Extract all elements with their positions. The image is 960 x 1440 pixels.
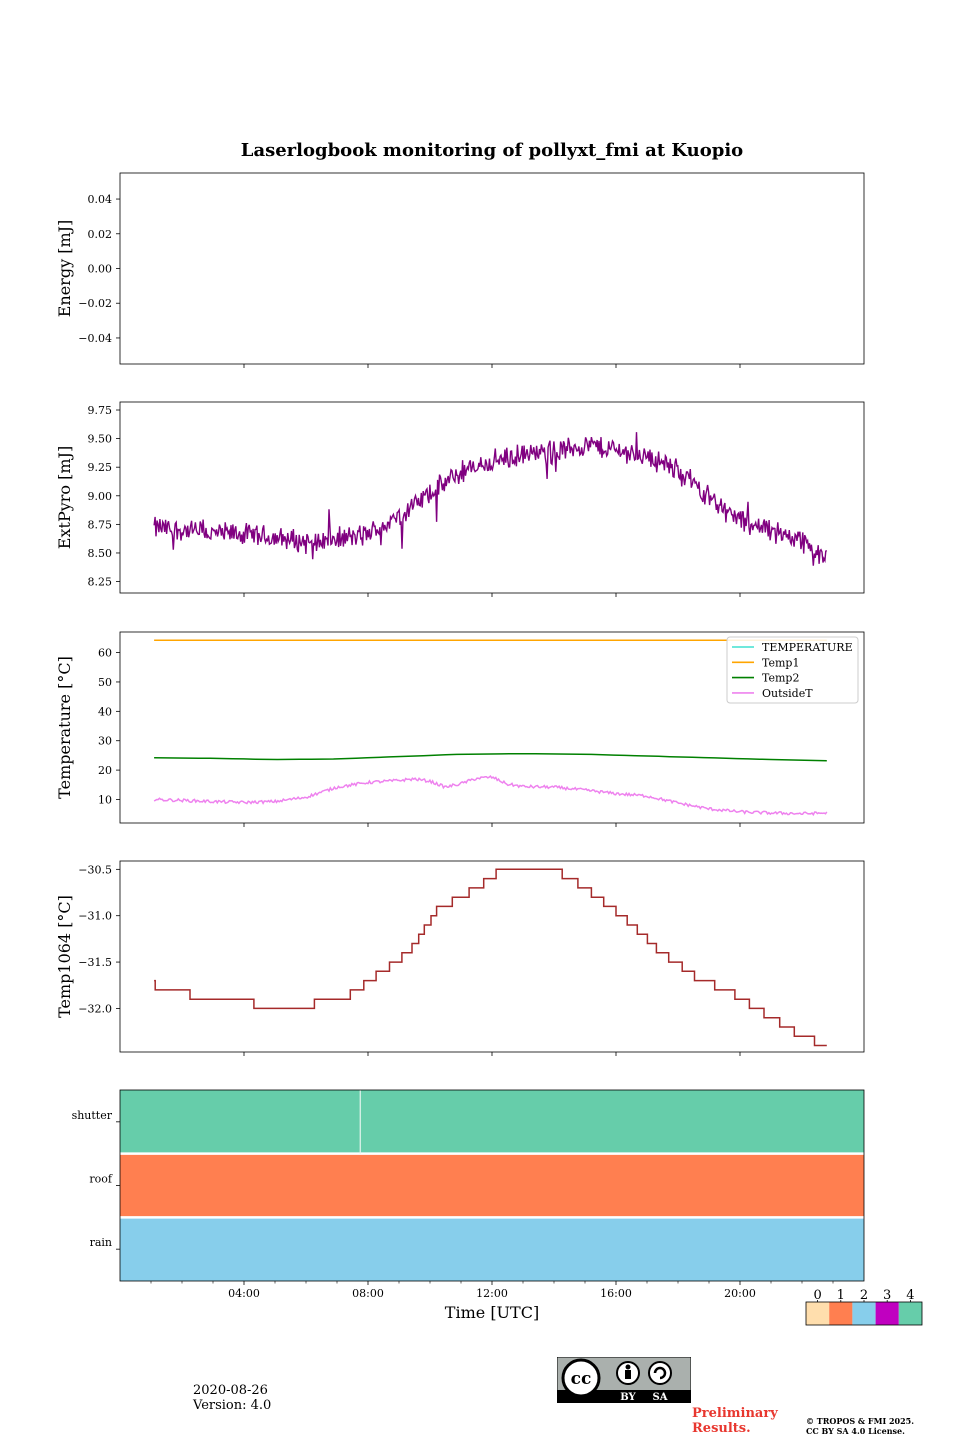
- footer-version: Version: 4.0: [193, 1398, 272, 1413]
- status-row-label-roof: roof: [89, 1173, 113, 1186]
- temperature-series-outsidet: [153, 775, 828, 817]
- colorbar-cell-4: [898, 1302, 922, 1325]
- colorbar-cell-2: [852, 1302, 876, 1325]
- status-row-roof: [120, 1153, 864, 1218]
- status-xtick-label: 16:00: [600, 1287, 632, 1300]
- extpyro-ytick-label: 8.75: [88, 518, 113, 531]
- copyright-line-1: © TROPOS & FMI 2025.: [806, 1416, 915, 1426]
- temp1064-ylabel: Temp1064 [°C]: [55, 895, 74, 1018]
- temp1064-series-line: [154, 868, 827, 1047]
- status-xlabel: Time [UTC]: [445, 1303, 539, 1322]
- temperature-legend: TEMPERATURE Temp1 Temp2 OutsideT: [726, 636, 859, 704]
- legend-label-temp1: Temp1: [762, 656, 799, 669]
- temp1064-ytick-label: −30.5: [78, 863, 112, 876]
- colorbar-tick-label-1: 1: [837, 1288, 845, 1303]
- legend-label-temperature: TEMPERATURE: [762, 641, 853, 654]
- energy-ytick-label: 0.02: [88, 228, 113, 241]
- temperature-ytick-label: 50: [98, 676, 112, 689]
- extpyro-ytick-label: 9.00: [88, 490, 113, 503]
- colorbar-frame: [805, 1301, 923, 1326]
- extpyro-ytick-label: 8.25: [88, 576, 113, 589]
- energy-ytick-label: −0.04: [78, 332, 112, 345]
- legend-label-temp2: Temp2: [762, 672, 799, 685]
- energy-axes-frame: [119, 172, 865, 365]
- temperature-series-temp2: [154, 752, 827, 762]
- energy-ytick-label: 0.00: [88, 263, 113, 276]
- status-xtick-label: 20:00: [724, 1287, 756, 1300]
- colorbar-tick-label-0: 0: [813, 1288, 821, 1303]
- cc-logo-icon: [561, 1358, 601, 1398]
- status-row-label-rain: rain: [90, 1236, 112, 1249]
- colorbar-cell-1: [829, 1302, 853, 1325]
- license-label-sa: SA: [653, 1392, 668, 1403]
- energy-ytick-label: 0.04: [88, 193, 113, 206]
- copyright-notice: © TROPOS & FMI 2025. CC BY SA 4.0 Licens…: [806, 1416, 914, 1436]
- colorbar-cell-0: [806, 1302, 830, 1325]
- extpyro-ytick-label: 9.75: [88, 404, 113, 417]
- temp1064-ytick-label: −32.0: [78, 1002, 112, 1015]
- status-xtick-label: 04:00: [228, 1287, 260, 1300]
- status-xtick-label: 08:00: [352, 1287, 384, 1300]
- colorbar-cell-3: [875, 1302, 899, 1325]
- colorbar-tick-label-4: 4: [906, 1288, 914, 1303]
- energy-ylabel: Energy [mJ]: [55, 220, 74, 318]
- footer-info: 2020-08-26 Version: 4.0: [193, 1383, 271, 1413]
- copyright-line-2: CC BY SA 4.0 License.: [806, 1426, 905, 1436]
- extpyro-ytick-label: 8.50: [88, 547, 113, 560]
- temp1064-axes-frame: [119, 860, 865, 1053]
- status-row-shutter: [120, 1090, 864, 1154]
- extpyro-series-line: [153, 432, 828, 566]
- temperature-ytick-label: 60: [98, 647, 112, 660]
- temperature-ylabel: Temperature [°C]: [55, 656, 74, 799]
- status-xtick-label: 12:00: [476, 1287, 508, 1300]
- extpyro-ytick-label: 9.50: [88, 433, 113, 446]
- temperature-ytick-label: 10: [98, 793, 112, 806]
- extpyro-ylabel: ExtPyro [mJ]: [55, 446, 74, 549]
- colorbar-tick-label-2: 2: [860, 1288, 868, 1303]
- temp1064-ytick-label: −31.5: [78, 956, 112, 969]
- cc-logo-text: cc: [571, 1369, 592, 1389]
- license-label-by: BY: [620, 1392, 636, 1403]
- status-row-rain: [120, 1217, 864, 1281]
- status-row-label-shutter: shutter: [72, 1109, 113, 1122]
- colorbar-tick-label-3: 3: [883, 1288, 891, 1303]
- share-alike-icon: [648, 1361, 672, 1385]
- preliminary-text: Preliminary Results.: [692, 1406, 778, 1436]
- temperature-ytick-label: 20: [98, 764, 112, 777]
- preliminary-results-label: Preliminary Results.: [692, 1406, 782, 1436]
- temperature-ytick-label: 30: [98, 735, 112, 748]
- footer-date: 2020-08-26: [193, 1383, 268, 1398]
- energy-ytick-label: −0.02: [78, 297, 112, 310]
- figure-title: Laserlogbook monitoring of pollyxt_fmi a…: [240, 140, 744, 161]
- legend-box: [726, 636, 859, 704]
- legend-label-outsidet: OutsideT: [762, 687, 813, 700]
- cc-license-badge: cc BY SA: [557, 1357, 691, 1403]
- extpyro-axes-frame: [119, 401, 865, 594]
- extpyro-ytick-label: 9.25: [88, 461, 113, 474]
- temperature-ytick-label: 40: [98, 705, 112, 718]
- temp1064-ytick-label: −31.0: [78, 910, 112, 923]
